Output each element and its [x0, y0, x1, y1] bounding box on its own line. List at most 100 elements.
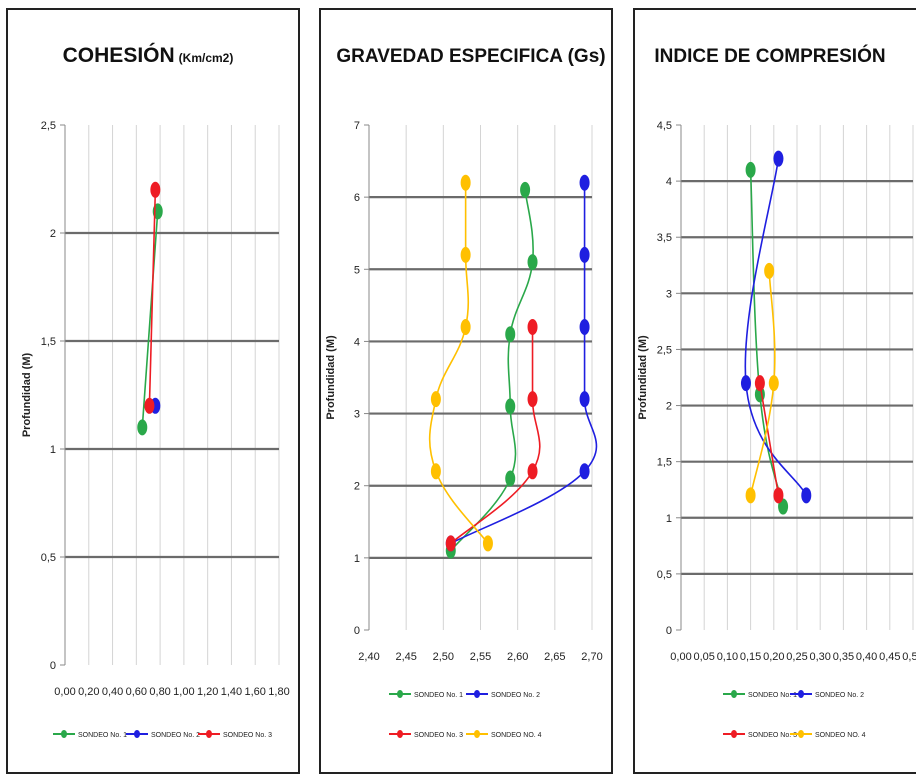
series-line [759, 382, 780, 496]
data-point [144, 397, 155, 414]
x-tick-label: 0,00 [54, 686, 75, 698]
x-tick-label: 0,20 [78, 686, 99, 698]
y-tick-label: 3,5 [657, 232, 672, 244]
data-point [505, 470, 516, 487]
data-point [773, 150, 784, 167]
series-line [744, 158, 807, 496]
y-tick-label: 3 [666, 288, 672, 300]
y-tick-label: 2 [666, 401, 672, 413]
x-tick-label: 2,45 [395, 651, 416, 663]
series-line [148, 189, 157, 406]
legend-swatch-marker [474, 690, 480, 698]
y-tick-label: 1,5 [657, 457, 672, 469]
data-point [773, 487, 784, 504]
y-tick-label: 6 [354, 192, 360, 204]
legend-label: SONDEO NO. 4 [491, 732, 542, 739]
data-point [740, 375, 751, 392]
data-point [527, 391, 538, 408]
data-point [579, 246, 590, 263]
data-point [579, 391, 590, 408]
data-point [579, 174, 590, 191]
data-point [801, 487, 812, 504]
chart-title: COHESIÓN (Km/cm2) [63, 43, 234, 67]
series-line [450, 182, 598, 545]
x-tick-label: 2,55 [470, 651, 491, 663]
data-point [745, 487, 756, 504]
data-point [445, 535, 456, 552]
legend-label: SONDEO No. 2 [151, 732, 200, 739]
legend-label: SONDEO No. 1 [748, 692, 797, 699]
data-point [460, 174, 471, 191]
legend-label: SONDEO No. 1 [78, 732, 127, 739]
y-axis-label: Profundidad (M) [637, 335, 649, 420]
y-tick-label: 0 [666, 625, 672, 637]
legend-swatch-marker [798, 690, 804, 698]
x-tick-label: 2,60 [507, 651, 528, 663]
x-tick-label: 0,60 [126, 686, 147, 698]
data-point [137, 419, 148, 436]
x-tick-label: 0,50 [902, 651, 916, 663]
x-tick-label: 0,05 [693, 651, 714, 663]
x-tick-label: 0,25 [786, 651, 807, 663]
legend-label: SONDEO No. 3 [223, 732, 272, 739]
data-point [745, 161, 756, 178]
chart-title: INDICE DE COMPRESIÓN [654, 45, 885, 67]
data-point [482, 535, 493, 552]
x-tick-label: 0,45 [879, 651, 900, 663]
x-tick-label: 0,40 [102, 686, 123, 698]
y-tick-label: 5 [354, 264, 360, 276]
y-tick-label: 2 [354, 481, 360, 493]
chart-title-unit: (Km/cm2) [179, 51, 234, 65]
data-point [430, 463, 441, 480]
series-line [450, 189, 534, 552]
data-point [430, 391, 441, 408]
legend-swatch-marker [731, 690, 737, 698]
data-point [579, 463, 590, 480]
data-point [527, 319, 538, 335]
x-tick-label: 1,80 [268, 686, 289, 698]
y-axis-label: Profundidad (M) [325, 335, 337, 420]
legend-label: SONDEO No. 3 [748, 732, 797, 739]
legend-swatch-marker [134, 730, 140, 738]
legend-swatch-marker [61, 730, 67, 738]
y-tick-label: 2 [50, 228, 56, 240]
y-tick-label: 1 [666, 513, 672, 525]
legend-swatch-marker [397, 730, 403, 738]
cohesion-chart: COHESIÓN (Km/cm2) 0,00 0,20 0,40 0,60 0,80 1,00… [21, 43, 290, 739]
data-point [527, 254, 538, 271]
x-tick-label: 2,50 [433, 651, 454, 663]
legend-swatch-marker [206, 730, 212, 738]
legend-swatch-marker [798, 730, 804, 738]
x-tick-label: 0,10 [717, 651, 738, 663]
x-tick-label: 2,40 [358, 651, 379, 663]
y-tick-label: 1,5 [41, 336, 56, 348]
compresion-chart-panel: INDICE DE COMPRESIÓN 0,00 0,05 0,10 0,15 0,20… [633, 8, 916, 774]
data-point [754, 375, 765, 392]
data-point [527, 463, 538, 480]
legend-swatch-marker [474, 730, 480, 738]
y-tick-label: 1 [50, 444, 56, 456]
x-tick-label: 0,30 [809, 651, 830, 663]
series-line [450, 327, 541, 545]
gravedad-chart-panel: GRAVEDAD ESPECIFICA (Gs) 2,40 2,45 2,50 2,55… [319, 8, 613, 774]
y-tick-label: 0,5 [41, 552, 56, 564]
x-tick-label: 0,15 [740, 651, 761, 663]
data-point [460, 319, 471, 335]
y-tick-label: 4 [666, 176, 672, 188]
series-line [141, 211, 159, 428]
x-tick-label: 0,40 [856, 651, 877, 663]
gravedad-chart: GRAVEDAD ESPECIFICA (Gs) 2,40 2,45 2,50 2,55… [325, 46, 606, 739]
x-tick-label: 1,00 [173, 686, 194, 698]
y-tick-label: 0 [50, 660, 56, 672]
x-tick-label: 0,35 [833, 651, 854, 663]
x-tick-label: 1,40 [221, 686, 242, 698]
data-point [460, 246, 471, 263]
data-point [579, 319, 590, 335]
y-tick-label: 3 [354, 409, 360, 421]
y-tick-label: 7 [354, 120, 360, 132]
legend-swatch-marker [397, 690, 403, 698]
legend-label: SONDEO No. 1 [414, 692, 463, 699]
y-tick-label: 2,5 [41, 120, 56, 132]
x-tick-label: 1,60 [245, 686, 266, 698]
y-tick-label: 0 [354, 625, 360, 637]
